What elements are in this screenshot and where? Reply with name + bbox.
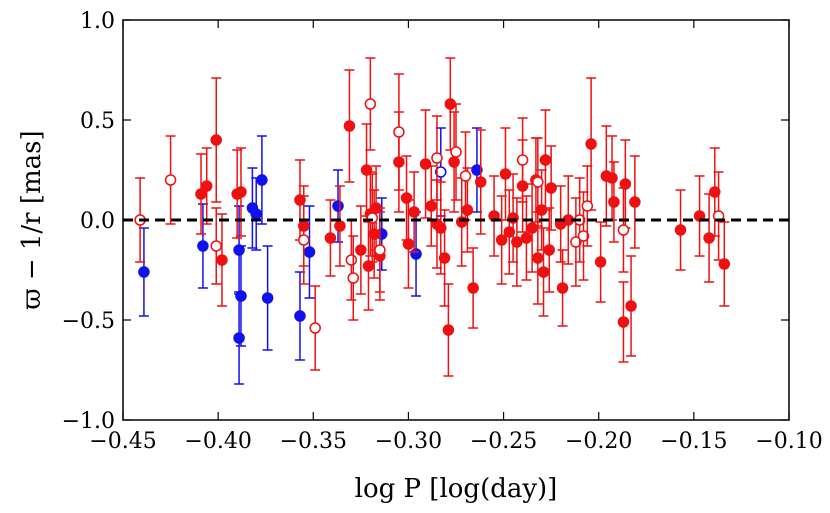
data-point <box>532 176 544 188</box>
data-point <box>438 252 451 264</box>
data-point <box>503 226 516 238</box>
data-point <box>393 126 405 138</box>
data-point <box>511 236 523 248</box>
data-point <box>210 134 222 146</box>
data-point <box>347 272 359 284</box>
data-point <box>516 154 529 166</box>
y-tick-label: 1.0 <box>80 9 115 34</box>
data-point <box>400 192 413 204</box>
data-point <box>556 282 569 294</box>
y-tick-label: 0.0 <box>80 209 115 234</box>
data-point <box>594 256 607 268</box>
data-point <box>256 174 268 186</box>
data-point <box>703 232 715 244</box>
data-point <box>629 196 641 208</box>
data-point <box>309 322 321 334</box>
data-point <box>459 170 472 182</box>
data-point <box>419 158 432 170</box>
series-blue-filled <box>138 127 483 385</box>
data-point <box>294 194 306 206</box>
data-point <box>581 200 594 212</box>
data-point <box>435 222 447 234</box>
series-red-open <box>134 57 725 371</box>
data-point <box>355 244 367 256</box>
data-point <box>410 248 422 260</box>
data-point <box>233 332 245 344</box>
x-tick-label: −0.25 <box>470 429 537 454</box>
data-point <box>520 232 533 244</box>
data-point <box>718 258 731 270</box>
x-tick-label: −0.40 <box>184 429 251 454</box>
data-point <box>261 292 274 304</box>
data-point <box>425 200 438 212</box>
data-point <box>210 240 222 252</box>
data-point <box>368 228 380 240</box>
data-point <box>364 98 377 110</box>
y-tick-label: 0.5 <box>80 109 115 134</box>
data-point <box>619 178 632 190</box>
data-point <box>250 208 262 220</box>
data-point <box>303 246 316 258</box>
data-point <box>448 156 460 168</box>
data-point <box>537 266 550 278</box>
x-tick-label: −0.35 <box>280 429 347 454</box>
data-point <box>450 146 462 158</box>
data-point <box>332 200 344 212</box>
axis-ticks: −0.45 −0.40 −0.35 −0.30 −0.25 −0.20 −0.15 −0.10… <box>62 9 823 454</box>
data-point <box>216 254 228 266</box>
data-point <box>539 154 552 166</box>
data-point <box>298 234 310 246</box>
data-point <box>674 224 687 236</box>
data-point <box>617 316 630 328</box>
x-tick-label: −0.45 <box>89 429 156 454</box>
data-point <box>402 238 415 250</box>
data-point <box>474 176 487 188</box>
data-point <box>467 282 479 294</box>
data-point <box>606 172 618 184</box>
data-point <box>164 174 177 186</box>
x-tick-label: −0.20 <box>565 429 632 454</box>
data-point <box>625 300 637 312</box>
series-red-filled <box>195 57 731 377</box>
data-point <box>471 164 483 176</box>
x-axis-label: log P [log(day)] <box>355 474 558 504</box>
data-point <box>343 120 356 132</box>
data-point <box>545 182 557 194</box>
data-point <box>197 240 209 252</box>
data-point <box>431 152 443 164</box>
data-point <box>324 232 337 244</box>
data-point <box>532 252 544 264</box>
data-point <box>526 222 538 234</box>
data-point <box>200 180 213 192</box>
data-point <box>543 244 555 256</box>
data-point <box>617 224 630 236</box>
data-point <box>461 204 474 216</box>
data-point <box>408 206 420 218</box>
x-tick-label: −0.15 <box>660 429 727 454</box>
y-tick-label: −0.5 <box>62 309 115 334</box>
data-point <box>577 230 590 242</box>
data-point <box>442 324 455 336</box>
data-point <box>345 254 358 266</box>
data-point <box>585 138 597 150</box>
data-point <box>294 310 306 322</box>
x-tick-label: −0.30 <box>375 429 442 454</box>
data-point <box>374 244 386 256</box>
y-tick-label: −1.0 <box>62 409 115 434</box>
data-point <box>435 166 447 178</box>
x-tick-label: −0.10 <box>755 429 822 454</box>
data-point <box>608 196 620 208</box>
data-point <box>235 186 247 198</box>
data-point <box>138 266 150 278</box>
data-point <box>334 220 346 232</box>
data-point <box>495 234 508 246</box>
y-axis-label: ϖ − 1/r [mas] <box>17 130 47 309</box>
data-point <box>570 236 582 248</box>
data-point <box>709 186 721 198</box>
